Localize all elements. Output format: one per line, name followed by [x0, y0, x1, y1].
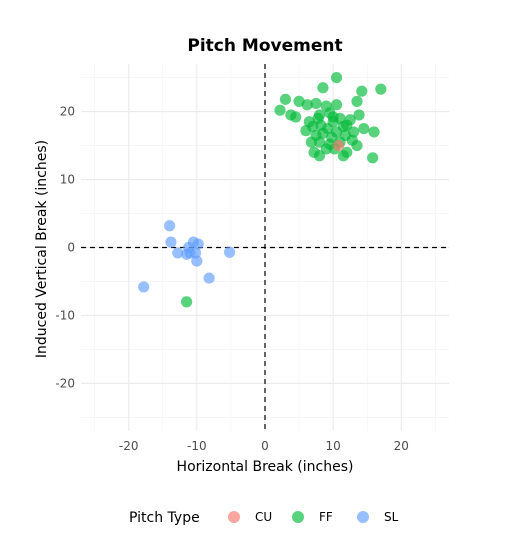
x-tick-label: 20: [394, 439, 409, 453]
data-point-ff: [375, 83, 387, 95]
legend-label-ff: FF: [319, 510, 333, 524]
x-tick-label: -10: [187, 439, 207, 453]
y-tick-label: 20: [60, 105, 75, 119]
data-point-sl: [223, 246, 236, 258]
y-axis-ticks: -20 -10 0 10 20: [55, 105, 75, 391]
data-point-ff: [320, 143, 332, 155]
data-point-ff: [330, 99, 343, 111]
data-point-ff: [181, 296, 193, 308]
legend: Pitch Type CU FF SL: [129, 510, 399, 526]
data-point-ff: [317, 127, 329, 139]
data-point-sl: [191, 255, 203, 267]
data-point-ff: [301, 99, 313, 111]
data-point-ff: [368, 126, 380, 138]
chart-title: Pitch Movement: [187, 36, 342, 56]
data-point-ff: [305, 136, 317, 148]
legend-label-cu: CU: [255, 510, 272, 524]
data-point-ff: [313, 136, 326, 148]
data-point-sl: [203, 272, 215, 284]
data-point-ff: [367, 152, 379, 164]
y-tick-label: 0: [67, 241, 75, 255]
legend-key-cu: [228, 511, 240, 523]
y-axis-title: Induced Vertical Break (inches): [34, 140, 50, 358]
y-tick-label: -10: [55, 308, 75, 322]
x-tick-label: 0: [261, 439, 269, 453]
data-point-ff: [313, 150, 326, 162]
data-point-sl: [163, 220, 176, 232]
y-tick-label: -20: [55, 376, 75, 390]
x-axis-ticks: -20 -10 0 10 20: [119, 439, 409, 453]
data-point-ff: [327, 111, 339, 123]
reference-lines: [81, 64, 449, 431]
legend-title: Pitch Type: [129, 510, 200, 526]
data-point-sl: [138, 281, 150, 293]
data-point-ff: [351, 139, 363, 152]
x-tick-label: 10: [326, 439, 341, 453]
x-tick-label: -20: [119, 439, 139, 453]
data-point-sl: [172, 247, 184, 259]
data-points: [138, 71, 387, 308]
data-point-ff: [330, 71, 343, 84]
data-point-ff: [358, 122, 370, 135]
data-point-ff: [290, 111, 302, 123]
data-point-ff: [317, 82, 329, 94]
legend-key-ff: [292, 511, 304, 523]
legend-key-sl: [357, 511, 369, 523]
data-point-sl: [165, 236, 177, 248]
data-point-cu: [333, 139, 345, 152]
data-point-ff: [300, 125, 312, 137]
x-axis-title: Horizontal Break (inches): [177, 459, 354, 475]
legend-label-sl: SL: [384, 510, 399, 524]
data-point-ff: [312, 112, 324, 124]
data-point-ff: [310, 97, 322, 110]
data-point-ff: [274, 104, 286, 116]
data-point-ff: [353, 109, 365, 121]
data-point-ff: [337, 150, 349, 162]
data-point-ff: [330, 126, 343, 138]
y-tick-label: 10: [60, 173, 75, 187]
data-point-ff: [356, 85, 368, 97]
data-point-sl: [181, 248, 193, 260]
data-point-sl: [192, 238, 204, 250]
data-point-ff: [341, 119, 353, 131]
data-point-ff: [279, 93, 292, 105]
data-point-ff: [351, 95, 363, 107]
